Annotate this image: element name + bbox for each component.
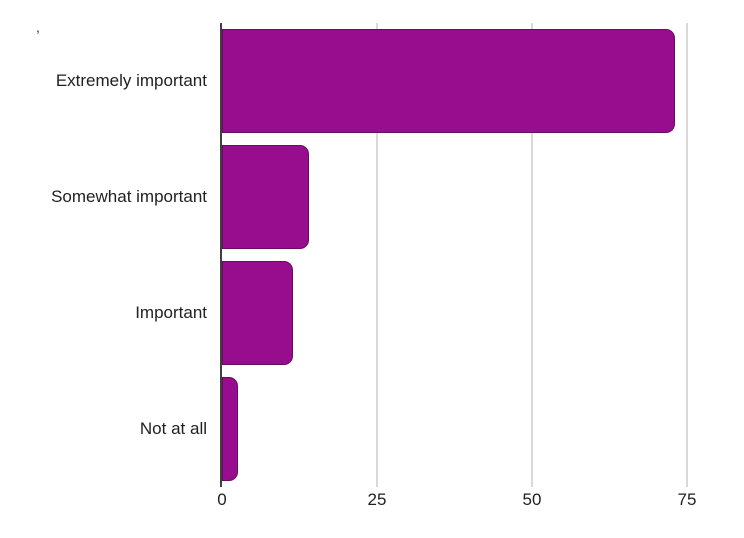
y-axis-line bbox=[220, 23, 222, 487]
tick-label-0: 0 bbox=[217, 490, 227, 509]
value-axis: 0 25 50 75 bbox=[0, 490, 744, 518]
category-label-extremely-important: Extremely important bbox=[55, 71, 207, 90]
tick-label-50: 50 bbox=[522, 490, 542, 509]
chart-title: , bbox=[36, 19, 40, 35]
tick-label-75: 75 bbox=[677, 490, 697, 509]
gridline-75 bbox=[686, 23, 688, 487]
tick-label-25: 25 bbox=[367, 490, 387, 509]
category-label-somewhat-important: Somewhat important bbox=[51, 187, 207, 206]
gridline-50 bbox=[531, 23, 533, 487]
category-label-not-at-all: Not at all bbox=[139, 419, 207, 438]
gridline-25 bbox=[376, 23, 378, 487]
bar-important bbox=[222, 261, 294, 365]
category-axis: Extremely important Somewhat important Imp… bbox=[0, 23, 207, 487]
bar-extremely-important bbox=[222, 29, 675, 133]
category-label-important: Important bbox=[135, 303, 207, 322]
bar-not-at-all bbox=[222, 377, 238, 481]
bar-somewhat-important bbox=[222, 145, 309, 249]
plot-area bbox=[220, 23, 722, 487]
